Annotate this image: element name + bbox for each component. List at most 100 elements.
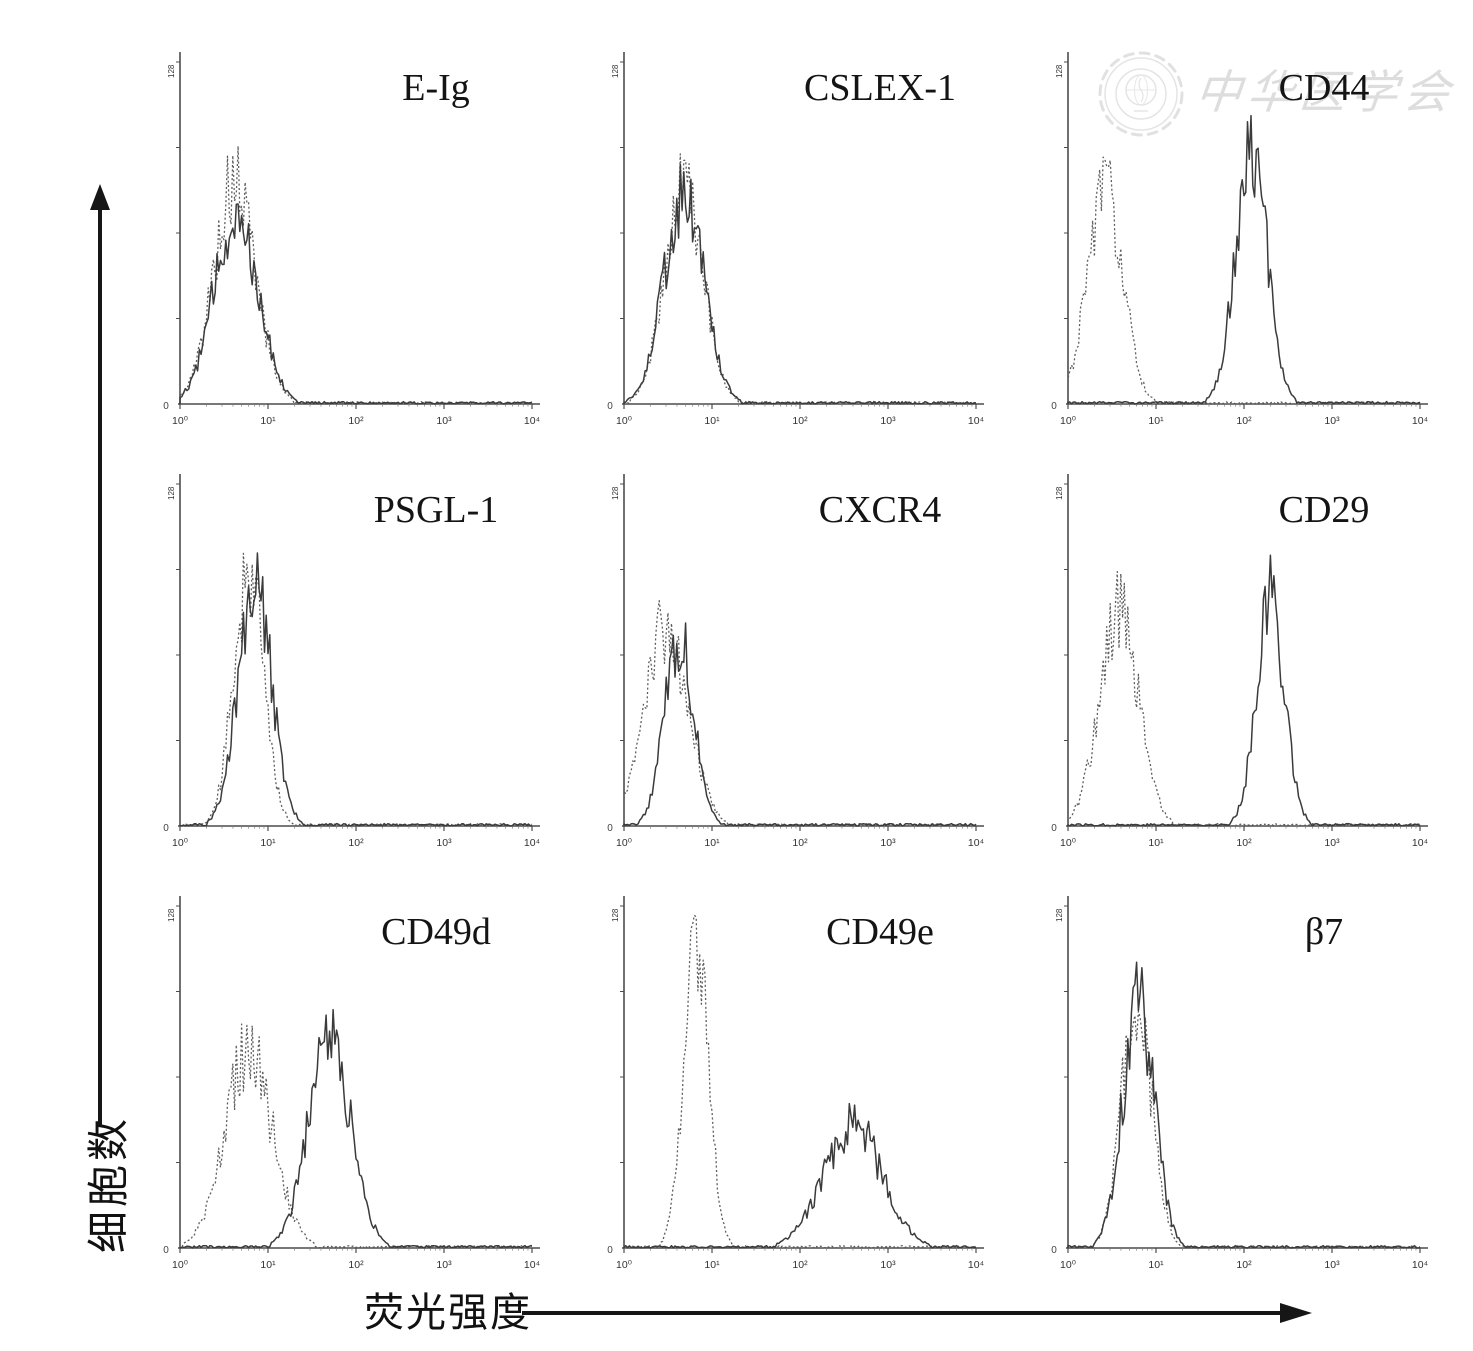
x-axis-tick-label: 10¹ — [260, 837, 276, 849]
x-axis-tick-label: 10¹ — [1148, 415, 1164, 427]
x-axis-tick-label: 10¹ — [704, 1259, 720, 1271]
x-axis-tick-label: 10³ — [436, 837, 452, 849]
x-axis-tick-label: 10⁰ — [616, 837, 632, 849]
y-axis-max-label: 128 — [611, 64, 620, 78]
panel-title: β7 — [1305, 911, 1343, 953]
dotted-histogram-trace — [1067, 156, 1421, 405]
x-axis-tick-label: 10⁰ — [616, 1259, 632, 1271]
x-axis-tick-label: 10³ — [1324, 415, 1340, 427]
x-axis-tick-label: 10¹ — [704, 415, 720, 427]
dotted-histogram-trace — [179, 552, 533, 827]
panel-title: CD49e — [826, 911, 934, 953]
solid-histogram-trace — [1067, 961, 1421, 1249]
x-axis-tick-label: 10⁴ — [1412, 837, 1428, 849]
x-axis-tick-label: 10⁴ — [524, 415, 540, 427]
x-axis-tick-label: 10² — [792, 1259, 808, 1271]
x-axis-tick-label: 10⁰ — [616, 415, 632, 427]
y-axis-label: 细胞数 — [87, 1115, 133, 1254]
x-axis-tick-label: 10⁴ — [968, 1259, 984, 1271]
solid-histogram-trace — [179, 552, 533, 827]
solid-histogram-trace — [623, 622, 977, 827]
y-axis-max-label: 128 — [611, 908, 620, 922]
y-axis-max-label: 128 — [1055, 64, 1064, 78]
x-axis-tick-label: 10² — [792, 415, 808, 427]
x-axis-tick-label: 10³ — [880, 1259, 896, 1271]
watermark: 中华医学会 — [1098, 48, 1473, 178]
x-axis-tick-label: 10² — [792, 837, 808, 849]
x-axis-tick-label: 10⁴ — [968, 415, 984, 427]
y-axis-arrow — [90, 184, 110, 1125]
y-axis-max-label: 128 — [611, 486, 620, 500]
y-axis-max-label: 128 — [167, 64, 176, 78]
panel-title: CD49d — [381, 911, 491, 953]
x-axis-label: 荧光强度 — [364, 1290, 532, 1335]
x-axis-tick-label: 10¹ — [260, 1259, 276, 1271]
x-axis-arrow — [522, 1303, 1312, 1323]
x-axis-tick-label: 10⁴ — [968, 837, 984, 849]
x-axis-tick-label: 10³ — [880, 837, 896, 849]
x-axis-tick-label: 10⁴ — [1412, 1259, 1428, 1271]
x-axis-tick-label: 10³ — [436, 1259, 452, 1271]
solid-histogram-trace — [623, 1102, 977, 1249]
origin-label: 0 — [1051, 823, 1057, 834]
dotted-histogram-trace — [1067, 1010, 1421, 1249]
y-axis-max-label: 128 — [167, 486, 176, 500]
y-axis-max-label: 128 — [1055, 486, 1064, 500]
panel-title: CD29 — [1279, 489, 1370, 531]
solid-histogram-trace — [1067, 554, 1421, 827]
x-axis-tick-label: 10² — [1236, 415, 1252, 427]
x-axis-tick-label: 10² — [348, 837, 364, 849]
x-axis-tick-label: 10² — [1236, 1259, 1252, 1271]
x-axis-tick-label: 10² — [1236, 837, 1252, 849]
y-axis-max-label: 128 — [1055, 908, 1064, 922]
x-axis-tick-label: 10⁴ — [1412, 415, 1428, 427]
origin-label: 0 — [163, 401, 169, 412]
panel-title: PSGL-1 — [374, 489, 499, 531]
x-axis-tick-label: 10⁴ — [524, 837, 540, 849]
x-axis-tick-label: 10⁴ — [524, 1259, 540, 1271]
origin-label: 0 — [607, 1245, 613, 1256]
y-axis-max-label: 128 — [167, 908, 176, 922]
origin-label: 0 — [163, 823, 169, 834]
origin-label: 0 — [1051, 1245, 1057, 1256]
dotted-histogram-trace — [623, 153, 977, 405]
origin-label: 0 — [607, 823, 613, 834]
x-axis-tick-label: 10³ — [1324, 837, 1340, 849]
x-axis-tick-label: 10³ — [1324, 1259, 1340, 1271]
panel-title: CSLEX-1 — [804, 67, 956, 109]
dotted-histogram-trace — [179, 1023, 532, 1249]
watermark-logo-icon — [1098, 51, 1184, 137]
origin-label: 0 — [607, 401, 613, 412]
solid-histogram-trace — [179, 203, 533, 405]
x-axis-tick-label: 10⁰ — [172, 415, 188, 427]
x-axis-tick-label: 10³ — [436, 415, 452, 427]
x-axis-tick-label: 10⁰ — [1060, 837, 1076, 849]
panel-title: CD44 — [1279, 67, 1370, 109]
solid-histogram-trace — [1067, 114, 1421, 405]
x-axis-tick-label: 10¹ — [1148, 837, 1164, 849]
x-axis-tick-label: 10⁰ — [1060, 1259, 1076, 1271]
x-axis-tick-label: 10⁰ — [172, 837, 188, 849]
origin-label: 0 — [1051, 401, 1057, 412]
panel-title: CXCR4 — [819, 489, 941, 531]
solid-histogram-trace — [623, 163, 977, 405]
x-axis-tick-label: 10¹ — [1148, 1259, 1164, 1271]
solid-histogram-trace — [179, 1008, 533, 1249]
x-axis-tick-label: 10¹ — [260, 415, 276, 427]
x-axis-tick-label: 10⁰ — [172, 1259, 188, 1271]
dotted-histogram-trace — [179, 145, 533, 405]
x-axis-tick-label: 10² — [348, 415, 364, 427]
dotted-histogram-trace — [623, 600, 976, 827]
panels-grid: 128 0 10⁰ 10¹ 10² 10³ 10⁴ E-Ig 128 0 10⁰ 10¹ 10² 10³ 1… — [136, 28, 1468, 1294]
dotted-histogram-trace — [623, 914, 977, 1249]
x-axis-tick-label: 10² — [348, 1259, 364, 1271]
x-axis-tick-label: 10³ — [880, 415, 896, 427]
